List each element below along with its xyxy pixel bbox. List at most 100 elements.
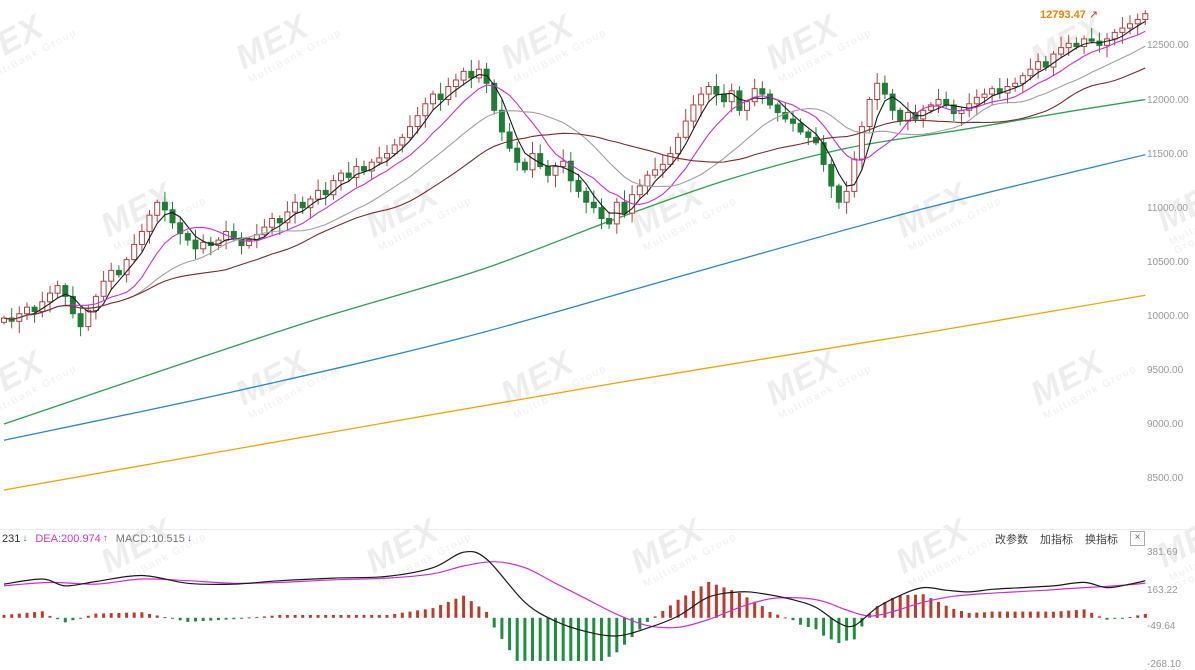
macd-bar bbox=[56, 617, 60, 620]
candle-body bbox=[414, 115, 421, 127]
candle-body bbox=[200, 241, 207, 250]
macd-bar bbox=[354, 615, 358, 618]
macd-bar bbox=[592, 617, 596, 661]
candle-body bbox=[767, 93, 773, 106]
candle-body bbox=[399, 136, 406, 146]
candle-body bbox=[897, 109, 904, 122]
macd-bar bbox=[852, 617, 856, 640]
candle-body bbox=[1111, 31, 1118, 40]
macd-bar bbox=[48, 615, 52, 618]
macd-bar bbox=[262, 616, 266, 618]
macd-bar bbox=[1036, 611, 1040, 618]
candle-body bbox=[192, 239, 199, 250]
macd-bar bbox=[699, 586, 703, 618]
macd-bar bbox=[178, 617, 182, 621]
macd-bar bbox=[1044, 611, 1048, 618]
price-axis-label: 11000.00 bbox=[1147, 203, 1188, 214]
candle-body bbox=[1119, 27, 1126, 33]
macd-chart-canvas[interactable] bbox=[0, 546, 1195, 663]
macd-bar bbox=[362, 615, 366, 618]
macd-bar bbox=[186, 617, 190, 622]
macd-bar bbox=[515, 617, 519, 661]
ma-line-long-blue bbox=[3, 154, 1146, 441]
candle-body bbox=[973, 96, 980, 105]
macd-bar bbox=[1028, 611, 1032, 618]
macd-bar bbox=[1021, 611, 1025, 618]
macd-bar bbox=[1013, 611, 1017, 618]
macd-bar bbox=[837, 617, 841, 644]
macd-bar bbox=[33, 612, 37, 618]
macd-bar bbox=[990, 611, 994, 618]
candle-body bbox=[636, 185, 643, 196]
macd-bar bbox=[2, 615, 6, 618]
macd-bar bbox=[929, 598, 933, 618]
candle-body bbox=[659, 163, 666, 171]
ma-line-short-black bbox=[3, 20, 1146, 321]
add-indicator-button[interactable]: 加指标 bbox=[1040, 533, 1073, 546]
macd-bar bbox=[224, 617, 228, 620]
candle-body bbox=[606, 218, 613, 225]
candle-body bbox=[391, 144, 398, 155]
candle-body bbox=[1058, 47, 1065, 55]
candle-body bbox=[407, 126, 413, 138]
macd-bar bbox=[393, 613, 397, 618]
macd-bar bbox=[730, 590, 734, 618]
candle-body bbox=[521, 161, 528, 171]
macd-bar bbox=[408, 611, 412, 618]
candle-body bbox=[927, 104, 934, 111]
candle-body bbox=[751, 88, 758, 103]
close-icon: × bbox=[1134, 532, 1141, 543]
candle-body bbox=[115, 269, 122, 276]
macd-bar bbox=[860, 617, 864, 627]
macd-bar bbox=[316, 615, 320, 618]
close-indicator-button[interactable]: × bbox=[1130, 531, 1145, 546]
macd-bar bbox=[745, 597, 749, 618]
macd-bar bbox=[1067, 610, 1071, 618]
macd-bar bbox=[722, 587, 726, 618]
candle-body bbox=[1027, 68, 1034, 77]
candlestick-chart-canvas[interactable] bbox=[0, 0, 1195, 530]
candle-body bbox=[138, 231, 145, 245]
candle-body bbox=[315, 189, 322, 200]
macd-bar bbox=[898, 595, 902, 618]
candle-body bbox=[330, 180, 337, 196]
macd-bar bbox=[86, 615, 90, 618]
candle-body bbox=[62, 285, 69, 297]
candle-body bbox=[774, 104, 781, 114]
candle-body bbox=[1127, 23, 1133, 29]
macd-bar bbox=[40, 611, 44, 618]
candle-body bbox=[690, 104, 697, 122]
macd-bar bbox=[485, 611, 489, 618]
modify-params-button[interactable]: 改参数 bbox=[995, 533, 1028, 546]
macd-bar bbox=[79, 617, 83, 619]
macd-bar bbox=[17, 613, 21, 618]
candle-body bbox=[437, 93, 444, 100]
candle-body bbox=[667, 153, 674, 165]
candle-body bbox=[1073, 42, 1080, 47]
last-price-value: 12793.47 bbox=[1040, 9, 1086, 21]
macd-bar bbox=[952, 609, 956, 618]
macd-bar bbox=[814, 617, 818, 630]
candle-body bbox=[943, 99, 950, 106]
macd-bar bbox=[1074, 610, 1078, 618]
macd-bar bbox=[1097, 616, 1101, 618]
candle-body bbox=[1012, 82, 1019, 88]
macd-bar bbox=[1128, 617, 1132, 618]
candle-body bbox=[100, 280, 107, 297]
ma-line-short-gray bbox=[3, 45, 1146, 321]
candle-body bbox=[935, 99, 942, 106]
price-axis-label: 10000.00 bbox=[1147, 311, 1189, 322]
macd-bar bbox=[791, 617, 795, 621]
switch-indicator-button[interactable]: 换指标 bbox=[1085, 533, 1118, 546]
macd-bar bbox=[623, 617, 626, 645]
macd-bar bbox=[1059, 611, 1063, 618]
candle-body bbox=[713, 86, 720, 95]
candle-body bbox=[1035, 61, 1042, 70]
candle-body bbox=[598, 207, 605, 219]
ma-line-short-magenta bbox=[3, 30, 1146, 321]
price-axis-label: 12000.00 bbox=[1147, 95, 1189, 106]
macd-bar bbox=[1090, 612, 1094, 618]
candle-body bbox=[1104, 38, 1110, 46]
candle-body bbox=[131, 243, 138, 260]
